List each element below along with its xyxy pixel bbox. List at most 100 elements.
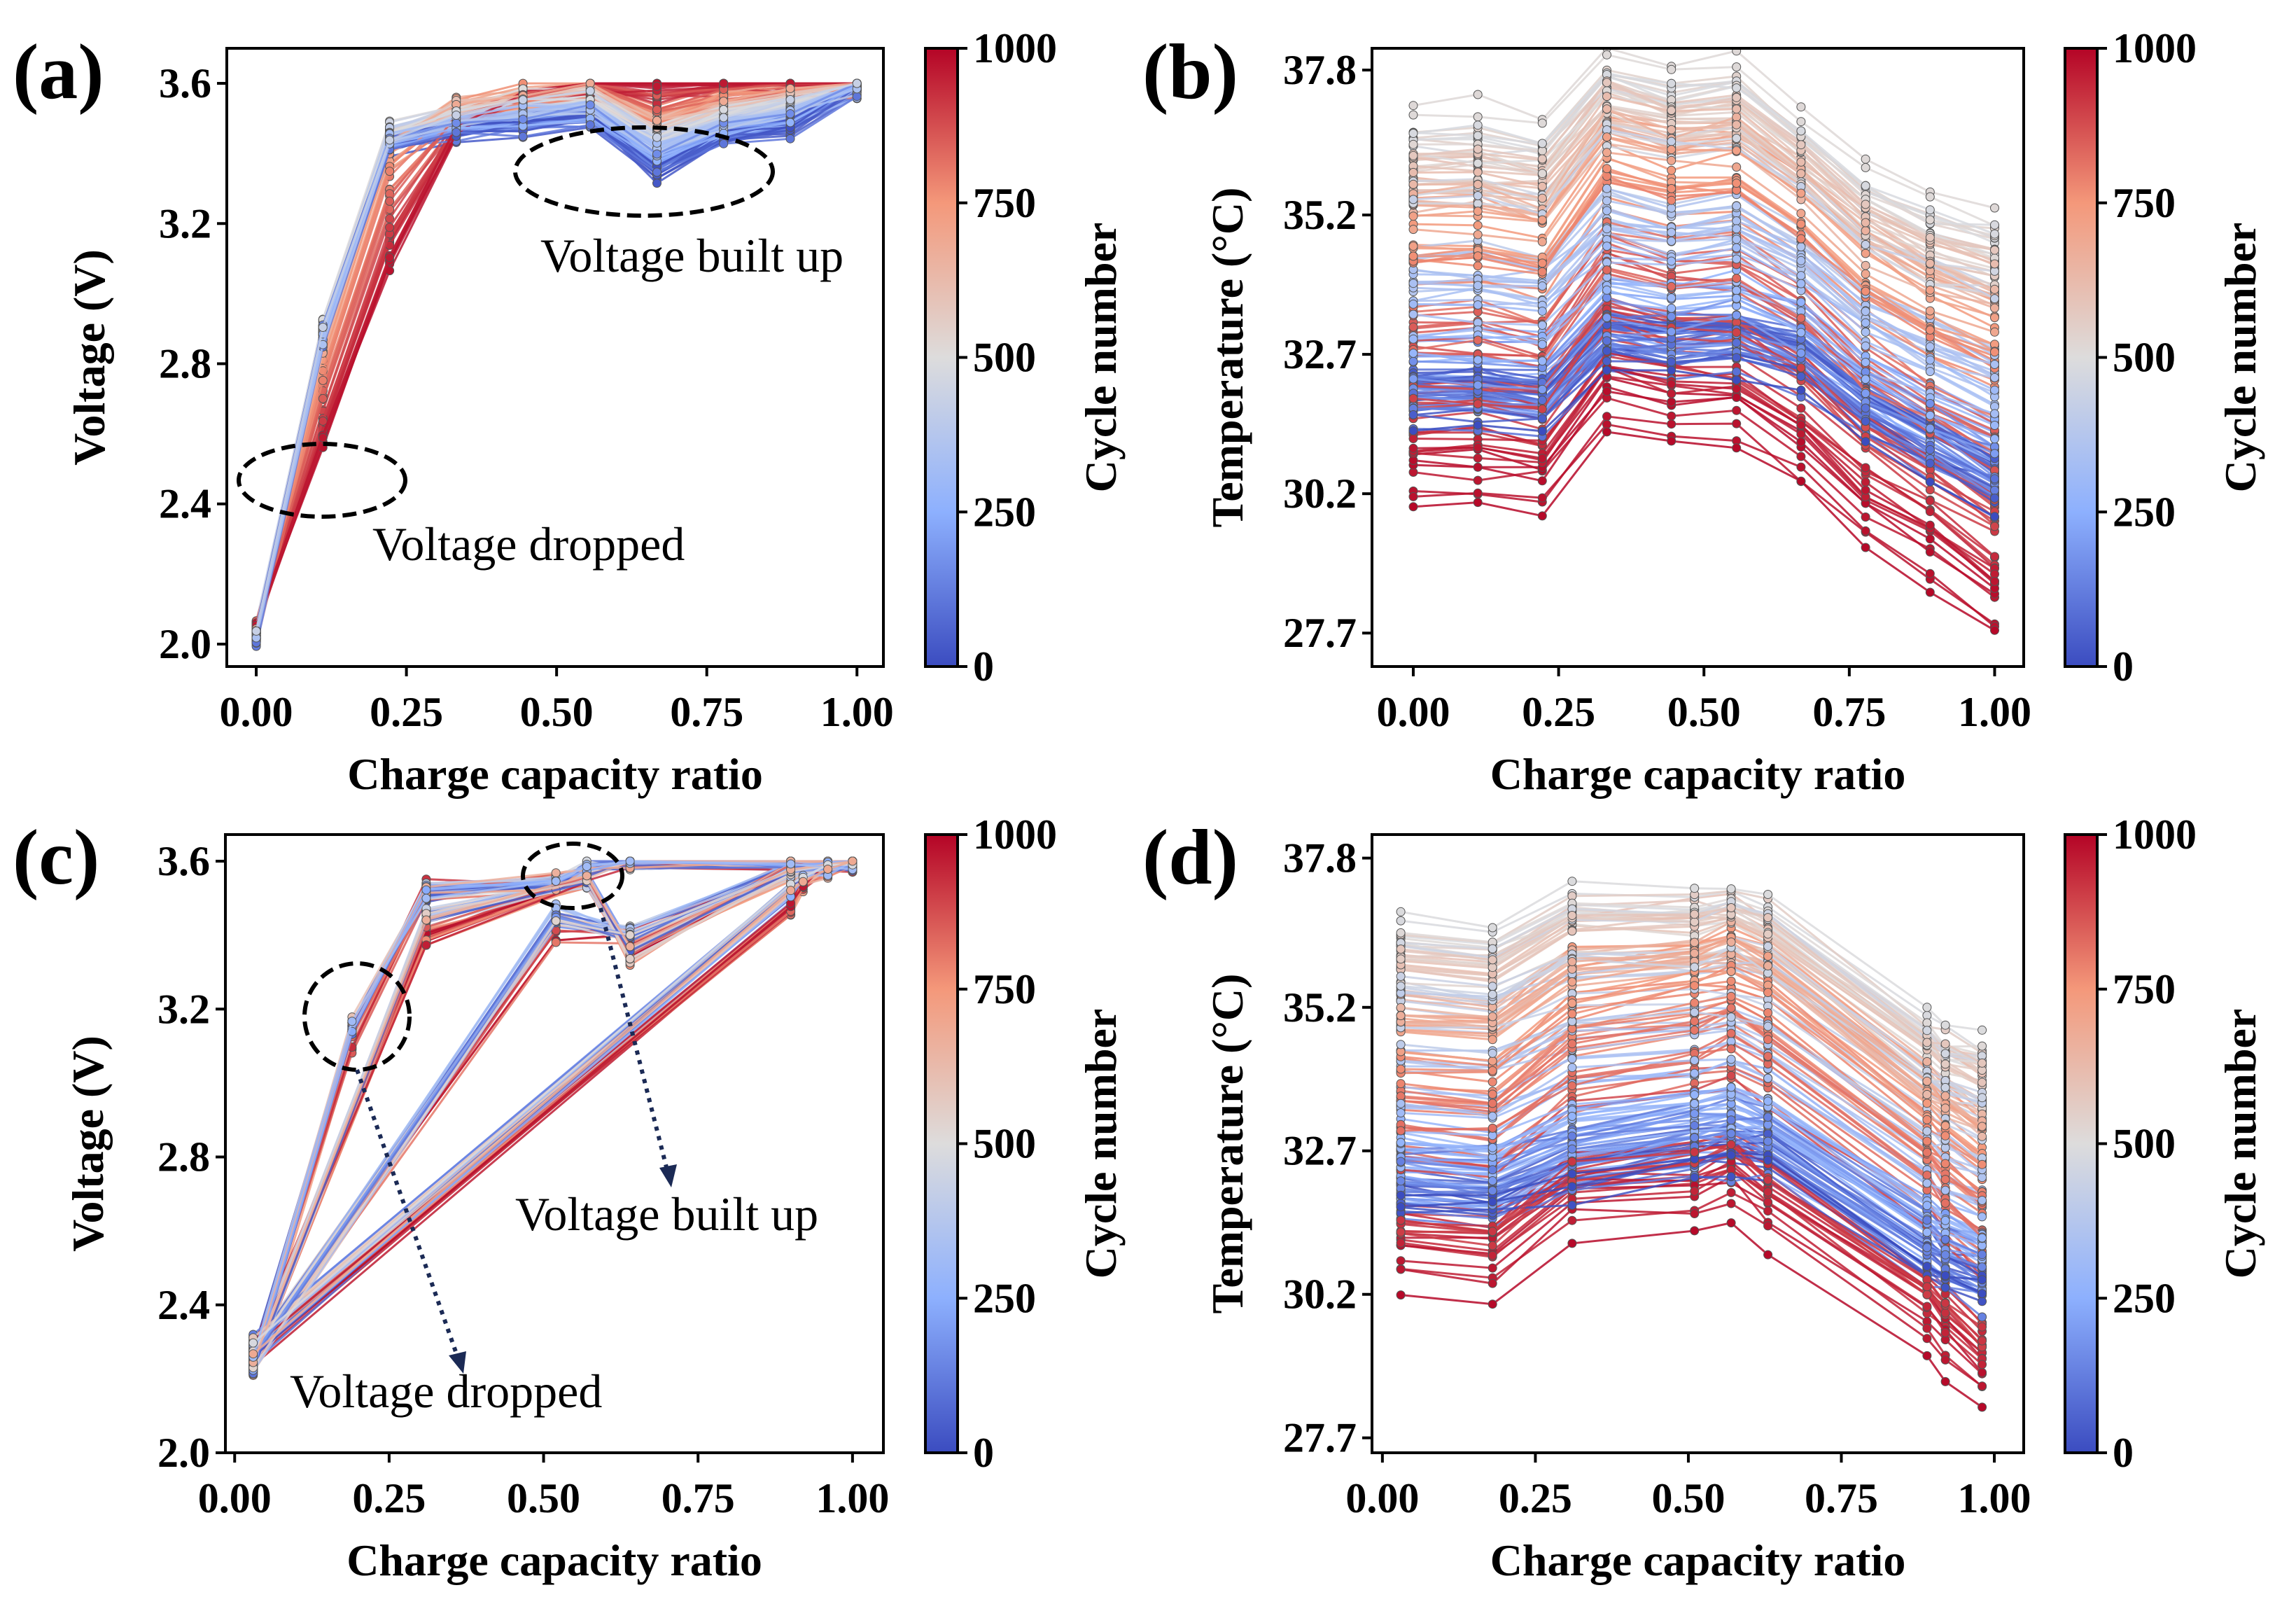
data-point <box>1732 62 1742 72</box>
data-point <box>1925 507 1935 517</box>
data-point <box>1602 313 1611 323</box>
x-tick-label: 1.00 <box>1958 689 2031 735</box>
data-point <box>1602 285 1611 295</box>
data-point <box>1925 355 1935 365</box>
data-point <box>1408 195 1418 204</box>
data-point <box>1602 293 1611 302</box>
data-point <box>1667 379 1676 389</box>
series-line-cycle-958 <box>1413 366 1996 570</box>
data-point <box>1796 140 1806 150</box>
data-point <box>1990 485 1999 495</box>
x-tick-label: 0.50 <box>520 689 594 735</box>
data-point <box>1732 92 1742 102</box>
data-point <box>318 416 328 426</box>
data-point <box>1537 267 1547 277</box>
data-point <box>1473 453 1483 463</box>
data-point <box>1861 389 1870 398</box>
data-point <box>585 100 595 110</box>
x-tick-label: 1.00 <box>820 689 894 735</box>
data-point <box>1667 195 1676 205</box>
colorbar-label: Cycle number <box>1076 223 1126 493</box>
data-point <box>1473 207 1483 216</box>
data-point <box>1861 341 1870 351</box>
series-line-cycle-763 <box>1413 167 1995 354</box>
data-point <box>1925 367 1935 377</box>
data-point <box>785 95 795 104</box>
data-point <box>1408 502 1418 512</box>
series-line-cycle-844 <box>1413 232 1996 424</box>
data-point <box>1473 230 1483 239</box>
colorbar-tick-label: 0 <box>973 643 994 690</box>
data-point <box>1925 547 1935 557</box>
data-point <box>1473 399 1483 409</box>
data-point <box>1861 200 1870 209</box>
data-point <box>1602 78 1611 88</box>
data-point <box>1861 463 1870 473</box>
data-point <box>1667 411 1676 421</box>
data-point <box>1732 104 1742 114</box>
data-point <box>1732 328 1742 337</box>
series-line-cycle-238 <box>252 860 853 1371</box>
series-line-cycle-311 <box>252 860 853 1358</box>
series-line-cycle-485 <box>1413 71 1995 226</box>
data-point <box>1990 512 1999 522</box>
data-point <box>1990 522 1999 531</box>
data-point <box>1473 120 1483 130</box>
data-point <box>1602 164 1611 174</box>
series-line-cycle-978 <box>1413 423 1996 628</box>
data-point <box>1925 258 1935 268</box>
data-point <box>1537 154 1547 164</box>
data-point <box>1667 389 1676 398</box>
data-point <box>1796 385 1806 395</box>
data-point <box>1602 224 1611 234</box>
data-point <box>1925 496 1935 505</box>
data-point <box>1990 259 1999 269</box>
series-line-cycle-984 <box>1413 390 1996 590</box>
data-point <box>652 167 662 177</box>
data-point <box>1667 237 1676 246</box>
data-point <box>385 214 395 223</box>
series-line-cycle-282 <box>1413 288 1996 440</box>
data-point <box>1537 169 1547 179</box>
data-point <box>1732 367 1742 377</box>
data-point <box>1990 449 1999 459</box>
data-point <box>1861 218 1870 228</box>
data-point <box>1667 64 1676 74</box>
data-point <box>1732 405 1742 415</box>
data-point <box>1667 327 1676 337</box>
data-point <box>1925 192 1935 202</box>
data-point <box>1667 145 1676 155</box>
series-line-cycle-44 <box>1413 356 1996 499</box>
data-point <box>1408 491 1418 501</box>
x-axis-label: Charge capacity ratio <box>347 749 763 799</box>
series-line-cycle-266 <box>1413 269 1996 417</box>
data-point <box>1732 224 1742 234</box>
data-point <box>625 942 635 951</box>
y-tick-label: 32.7 <box>1283 331 1357 377</box>
data-point <box>1732 443 1742 453</box>
data-point <box>1602 183 1611 193</box>
data-point <box>1796 452 1806 461</box>
series-line-cycle-359 <box>1413 217 1995 376</box>
data-point <box>1990 434 1999 444</box>
data-point <box>625 954 635 963</box>
data-point <box>1667 312 1676 321</box>
series-line-cycle-515 <box>1413 90 1995 260</box>
data-point <box>1990 360 1999 369</box>
data-point <box>1602 132 1611 142</box>
data-point <box>1408 279 1418 288</box>
series-line-cycle-772 <box>255 84 858 632</box>
data-point <box>1602 206 1611 216</box>
data-point <box>451 118 461 128</box>
data-point <box>1925 232 1935 242</box>
data-point <box>1408 225 1418 235</box>
data-point <box>1537 426 1547 436</box>
data-point <box>1732 48 1742 56</box>
data-point <box>1602 104 1611 114</box>
data-point <box>1602 336 1611 346</box>
data-point <box>1861 249 1870 258</box>
series-line-cycle-935 <box>1413 351 1996 558</box>
data-point <box>582 871 592 881</box>
x-axis-label: Charge capacity ratio <box>1490 749 1906 799</box>
series-line-cycle-461 <box>1413 123 1995 272</box>
